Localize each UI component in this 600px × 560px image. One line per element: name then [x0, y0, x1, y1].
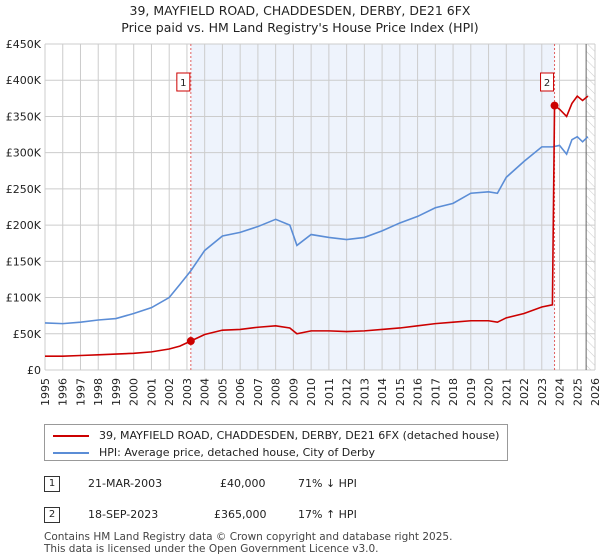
y-tick-label: £300K — [6, 147, 42, 160]
sale-hpi-diff: 71% ↓ HPI — [298, 477, 357, 490]
y-tick-label: £100K — [6, 292, 42, 305]
x-tick-label: 2000 — [128, 378, 141, 406]
x-tick-label: 2021 — [500, 378, 513, 406]
x-tick-label: 2006 — [234, 378, 247, 406]
x-tick-label: 2013 — [358, 378, 371, 406]
sale-price: £40,000 — [220, 477, 266, 490]
x-tick-label: 2015 — [394, 378, 407, 406]
x-tick-label: 2024 — [554, 378, 567, 406]
sale-row: 1 21-MAR-2003 £40,000 71% ↓ HPI — [44, 476, 544, 494]
x-tick-label: 2014 — [376, 378, 389, 406]
sale-price: £365,000 — [214, 508, 267, 521]
legend-item-property: 39, MAYFIELD ROAD, CHADDESDEN, DERBY, DE… — [53, 429, 499, 442]
x-tick-label: 2007 — [252, 378, 265, 406]
sale-annotation-box — [176, 72, 191, 92]
x-tick-label: 2019 — [465, 378, 478, 406]
x-tick-label: 2020 — [483, 378, 496, 406]
x-tick-label: 2002 — [163, 378, 176, 406]
sale-annotation-label: 1 — [180, 78, 186, 89]
legend-label: 39, MAYFIELD ROAD, CHADDESDEN, DERBY, DE… — [99, 429, 500, 442]
x-tick-label: 2025 — [571, 378, 584, 406]
x-tick-label: 2010 — [305, 378, 318, 406]
x-tick-label: 2003 — [181, 378, 194, 406]
x-tick-label: 2016 — [412, 378, 425, 406]
sale-point — [550, 101, 559, 110]
sale-number: 1 — [44, 476, 60, 492]
legend-item-hpi: HPI: Average price, detached house, City… — [53, 446, 499, 459]
footer-licence: This data is licensed under the Open Gov… — [44, 543, 379, 555]
x-tick-label: 2022 — [518, 378, 531, 406]
y-tick-label: £400K — [6, 74, 42, 87]
x-tick-label: 2009 — [287, 378, 300, 406]
chart-subtitle: Price paid vs. HM Land Registry's House … — [121, 20, 479, 35]
y-tick-label: £250K — [6, 183, 42, 196]
legend-swatch-blue — [53, 451, 89, 454]
x-tick-label: 2011 — [323, 378, 336, 406]
shaded-range — [190, 44, 555, 370]
legend-label: HPI: Average price, detached house, City… — [99, 446, 376, 459]
x-tick-label: 2012 — [341, 378, 354, 406]
x-tick-label: 1995 — [39, 378, 52, 406]
x-tick-label: 2005 — [216, 378, 229, 406]
price-paid-line — [45, 95, 589, 358]
y-tick-label: £150K — [6, 255, 42, 268]
legend: 39, MAYFIELD ROAD, CHADDESDEN, DERBY, DE… — [44, 424, 509, 461]
sale-number: 2 — [44, 507, 60, 523]
footer-copyright: Contains HM Land Registry data © Crown c… — [44, 531, 453, 543]
sale-row: 2 18-SEP-2023 £365,000 17% ↑ HPI — [44, 507, 544, 525]
price-chart: 1995 1996 1997 1998 1999 2000 2001 2002 2003 2004… — [6, 38, 600, 406]
x-tick-label: 2017 — [429, 378, 442, 406]
sale-annotation-box — [540, 72, 555, 92]
sale-date: 21-MAR-2003 — [88, 477, 163, 490]
x-tick-label: 2023 — [536, 378, 549, 406]
sale-date: 18-SEP-2023 — [88, 508, 159, 521]
x-tick-label: 1996 — [57, 378, 70, 406]
x-tick-label: 2026 — [589, 378, 600, 406]
x-tick-label: 2008 — [270, 378, 283, 406]
chart-title: 39, MAYFIELD ROAD, CHADDESDEN, DERBY, DE… — [129, 3, 471, 18]
forecast-hatch — [586, 44, 595, 370]
x-tick-label: 2018 — [447, 378, 460, 406]
x-tick-label: 2004 — [199, 378, 212, 406]
x-tick-label: 1998 — [92, 378, 105, 406]
sale-hpi-diff: 17% ↑ HPI — [298, 508, 357, 521]
y-tick-label: £350K — [6, 110, 42, 123]
y-tick-label: £450K — [6, 38, 42, 51]
sale-point — [186, 337, 195, 346]
y-tick-label: £200K — [6, 219, 42, 232]
x-tick-label: 1997 — [74, 378, 87, 406]
legend-swatch-red — [53, 434, 89, 437]
footer: Contains HM Land Registry data © Crown c… — [44, 531, 452, 555]
x-tick-label: 1999 — [110, 378, 123, 406]
x-tick-label: 2001 — [145, 378, 158, 406]
y-tick-label: £50K — [13, 328, 42, 341]
hpi-line — [44, 135, 589, 325]
sale-annotation-label: 2 — [544, 78, 550, 89]
y-tick-label: £0 — [27, 364, 41, 377]
